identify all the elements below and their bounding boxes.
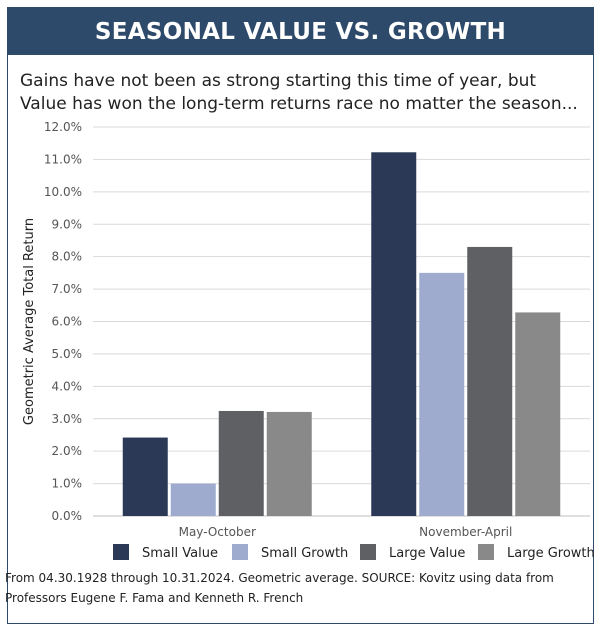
bar-small-value xyxy=(122,437,168,516)
subtitle-line-2: Value has won the long-term returns race… xyxy=(20,94,578,114)
bar-small-growth xyxy=(170,483,216,516)
y-tick-label: 2.0% xyxy=(52,444,83,458)
footnote-line-2: Professors Eugene F. Fama and Kenneth R.… xyxy=(5,591,304,605)
y-tick-label: 10.0% xyxy=(44,185,82,199)
legend-label: Large Growth xyxy=(507,546,595,561)
x-tick-label: May-October xyxy=(179,525,256,539)
source-footnote: From 04.30.1928 through 10.31.2024. Geom… xyxy=(5,568,583,608)
y-tick-label: 9.0% xyxy=(52,217,83,231)
bar-small-value xyxy=(371,152,417,516)
y-tick-label: 8.0% xyxy=(52,250,83,264)
y-axis-title: Geometric Average Total Return xyxy=(22,218,37,425)
y-tick-label: 12.0% xyxy=(44,120,82,134)
y-tick-label: 5.0% xyxy=(52,347,83,361)
banner-title: SEASONAL VALUE VS. GROWTH xyxy=(8,8,593,55)
y-tick-label: 11.0% xyxy=(44,152,82,166)
y-tick-label: 6.0% xyxy=(52,315,83,329)
bar-large-growth xyxy=(266,411,312,516)
legend-label: Small Growth xyxy=(261,546,348,561)
y-tick-label: 4.0% xyxy=(52,379,83,393)
legend-label: Large Value xyxy=(389,546,465,561)
legend-swatch xyxy=(232,544,248,560)
y-tick-label: 1.0% xyxy=(52,477,83,491)
legend-swatch xyxy=(478,544,494,560)
legend-swatch xyxy=(360,544,376,560)
x-tick-label: November-April xyxy=(419,525,512,539)
bar-small-growth xyxy=(419,272,465,516)
bar-large-value xyxy=(218,410,264,516)
chart-subtitle: Gains have not been as strong starting t… xyxy=(20,70,585,116)
bar-large-value xyxy=(467,246,513,517)
legend-swatch xyxy=(113,544,129,560)
y-tick-label: 0.0% xyxy=(52,509,83,523)
footnote-line-1: From 04.30.1928 through 10.31.2024. Geom… xyxy=(5,571,554,585)
y-tick-label: 7.0% xyxy=(52,282,83,296)
bar-large-growth xyxy=(515,312,561,516)
legend-label: Small Value xyxy=(142,546,218,561)
y-tick-label: 3.0% xyxy=(52,412,83,426)
subtitle-line-1: Gains have not been as strong starting t… xyxy=(20,71,537,91)
